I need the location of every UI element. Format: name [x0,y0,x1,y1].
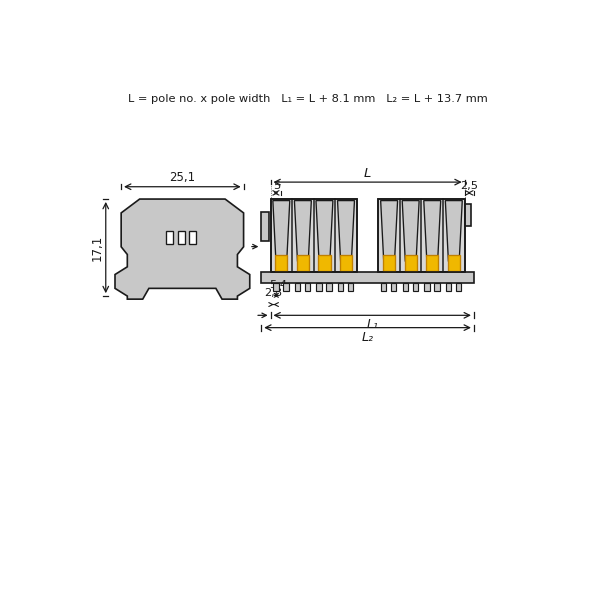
Text: 25,1: 25,1 [169,172,196,184]
Text: L₁: L₁ [366,319,378,331]
Bar [326,283,332,290]
Text: 5: 5 [274,181,281,191]
Bar [434,283,440,290]
Polygon shape [316,200,333,262]
Bar [316,283,322,290]
Polygon shape [338,200,355,262]
Polygon shape [115,199,250,299]
Bar [262,212,269,241]
Bar [413,283,418,290]
Bar [271,199,357,272]
Bar [446,283,451,290]
Text: 2,8: 2,8 [265,289,283,298]
Polygon shape [380,200,398,262]
Bar [295,283,300,290]
Polygon shape [295,200,311,262]
Bar [456,283,461,290]
Polygon shape [445,200,462,262]
Bar [297,255,309,271]
Bar [403,283,408,290]
Bar [379,199,464,272]
Bar [318,255,331,271]
Bar [340,255,352,271]
Bar [404,255,417,271]
Bar [424,283,430,290]
Bar [391,283,397,290]
Bar [271,199,357,272]
Text: 2,5: 2,5 [460,181,478,191]
Bar [426,255,439,271]
Bar [348,283,353,290]
Polygon shape [273,200,290,262]
Bar [166,230,173,244]
Bar [305,283,310,290]
Bar [338,283,343,290]
Bar [464,205,471,226]
Bar [275,255,287,271]
Text: 5,4: 5,4 [269,280,287,290]
Bar [383,255,395,271]
Text: L₂: L₂ [362,331,374,344]
Bar [448,255,460,271]
Bar [381,283,386,290]
Bar [262,272,474,283]
Bar [283,283,289,290]
Bar [178,230,185,244]
Polygon shape [424,200,441,262]
Bar [190,230,196,244]
Text: 17,1: 17,1 [91,235,103,260]
Bar [273,283,278,290]
Polygon shape [402,200,419,262]
Text: L: L [364,167,371,180]
Bar [379,199,464,272]
Text: L = pole no. x pole width   L₁ = L + 8.1 mm   L₂ = L + 13.7 mm: L = pole no. x pole width L₁ = L + 8.1 m… [128,94,487,104]
